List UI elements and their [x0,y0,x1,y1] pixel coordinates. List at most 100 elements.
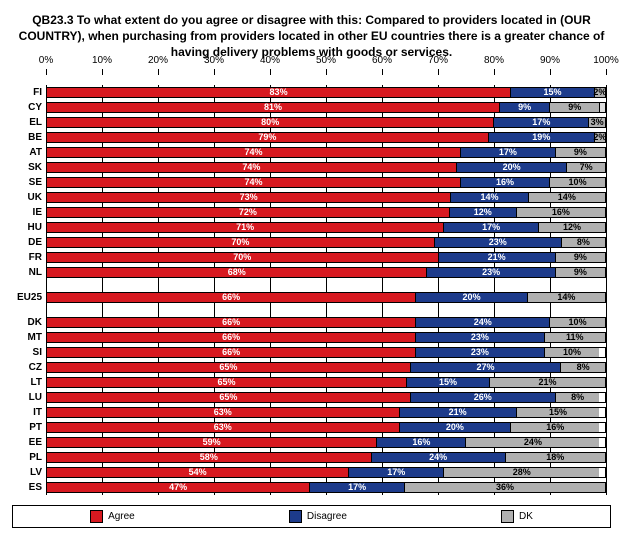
bar-segment: 10% [544,348,600,357]
bar-segment: 59% [47,438,376,447]
row-label: MT [12,332,46,343]
stacked-bar: 66%23%11% [46,332,606,343]
table-row: FR70%21%9% [12,250,611,265]
bar-segment: 11% [544,333,605,342]
bar-segment: 10% [549,318,605,327]
bar-segment: 9% [555,253,605,262]
bar-segment: 16% [376,438,465,447]
row-label: LV [12,467,46,478]
row-label: AT [12,147,46,158]
legend-label-agree: Agree [108,511,135,522]
bar-segment: 27% [410,363,561,372]
table-row: EE59%16%24% [12,435,611,450]
legend-label-disagree: Disagree [307,511,347,522]
table-row: EL80%17%3% [12,115,611,130]
bar-segment: 36% [404,483,605,492]
table-row: DE70%23%8% [12,235,611,250]
bar-segment: 73% [47,193,450,202]
stacked-bar: 58%24%18% [46,452,606,463]
bar-segment: 23% [415,348,543,357]
bar-segment: 83% [47,88,510,97]
table-row: SI66%23%10% [12,345,611,360]
stacked-bar: 66%23%10% [46,347,606,358]
bar-segment: 20% [399,423,511,432]
table-row: DK66%24%10% [12,315,611,330]
row-label: FI [12,87,46,98]
row-label: NL [12,267,46,278]
row-label: ES [12,482,46,493]
stacked-bar: 70%21%9% [46,252,606,263]
bar-segment: 17% [460,148,555,157]
bar-segment: 72% [47,208,449,217]
chart-container: QB23.3 To what extent do you agree or di… [12,12,611,528]
table-row: PL58%24%18% [12,450,611,465]
bar-segment: 79% [47,133,488,142]
row-label: LT [12,377,46,388]
bar-segment: 74% [47,163,456,172]
bar-segment: 68% [47,268,426,277]
stacked-bar: 74%17%9% [46,147,606,158]
stacked-bar: 70%23%8% [46,237,606,248]
stacked-bar: 79%19%2% [46,132,606,143]
bar-segment: 28% [443,468,599,477]
bar-segment: 74% [47,178,460,187]
bar-segment: 24% [371,453,505,462]
bar-segment: 65% [47,378,406,387]
bar-segment: 23% [426,268,554,277]
legend: Agree Disagree DK [12,505,611,528]
table-row: BE79%19%2% [12,130,611,145]
bar-segment: 21% [489,378,605,387]
table-row: SE74%16%10% [12,175,611,190]
stacked-bar: 81%9%9% [46,102,606,113]
table-row: NL68%23%9% [12,265,611,280]
bar-segment: 70% [47,238,434,247]
row-label: BE [12,132,46,143]
bar-segment: 19% [488,133,594,142]
row-label: DE [12,237,46,248]
row-label: SK [12,162,46,173]
bar-segment: 16% [516,208,605,217]
x-axis: 0%10%20%30%40%50%60%70%80%90%100% [46,69,606,85]
row-label: EU25 [12,292,46,303]
stacked-bar: 65%27%8% [46,362,606,373]
bar-segment: 8% [555,393,600,402]
stacked-bar: 66%20%14% [46,292,606,303]
stacked-bar: 83%15%2% [46,87,606,98]
row-label: SI [12,347,46,358]
table-row: LU65%26%8% [12,390,611,405]
bar-segment: 65% [47,363,410,372]
row-label: PL [12,452,46,463]
bar-segment: 70% [47,253,438,262]
table-row: LV54%17%28% [12,465,611,480]
bar-segment: 9% [555,148,605,157]
bar-segment: 12% [538,223,605,232]
bar-segment: 14% [527,293,605,302]
table-row: LT65%15%21% [12,375,611,390]
bar-segment: 66% [47,293,415,302]
table-row: IT63%21%15% [12,405,611,420]
bar-segment: 9% [549,103,599,112]
legend-swatch-agree [90,510,103,523]
table-row: CZ65%27%8% [12,360,611,375]
row-label: EL [12,117,46,128]
bar-segment: 24% [465,438,599,447]
legend-label-dk: DK [519,511,533,522]
bar-segment: 9% [499,103,549,112]
table-row: HU71%17%12% [12,220,611,235]
bar-segment: 63% [47,408,399,417]
table-row: AT74%17%9% [12,145,611,160]
row-label: HU [12,222,46,233]
bar-segment: 14% [528,193,605,202]
bar-segment: 66% [47,348,415,357]
legend-swatch-dk [501,510,514,523]
bar-segment: 15% [516,408,600,417]
row-label: FR [12,252,46,263]
table-row: SK74%20%7% [12,160,611,175]
bar-segment: 2% [594,133,605,142]
bar-segment: 74% [47,148,460,157]
legend-item-disagree: Disagree [289,510,347,523]
table-row: CY81%9%9% [12,100,611,115]
bar-segment: 10% [549,178,605,187]
stacked-bar: 63%21%15% [46,407,606,418]
row-label: IT [12,407,46,418]
